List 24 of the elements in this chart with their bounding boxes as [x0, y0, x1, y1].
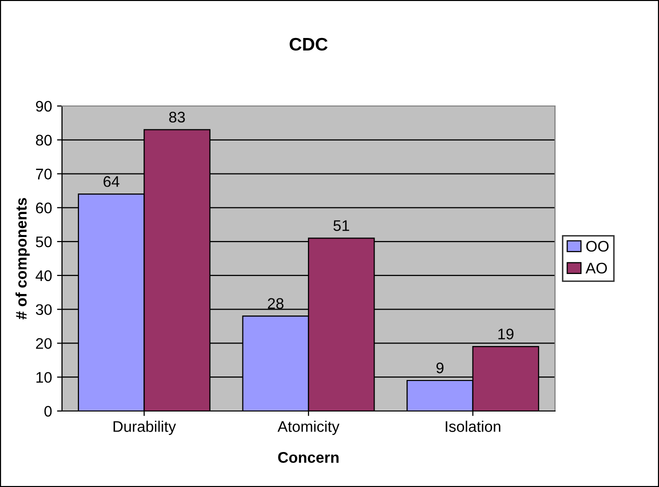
- data-label: 64: [104, 176, 120, 187]
- x-axis-title: Concern: [278, 452, 339, 463]
- data-label: 19: [498, 328, 514, 340]
- data-label: 28: [268, 298, 284, 309]
- y-tick-label: 80: [36, 134, 52, 146]
- y-axis-title: # of components: [15, 198, 30, 320]
- chart-title: CDC: [290, 38, 328, 51]
- y-tick-label: 60: [36, 202, 52, 214]
- data-label: 83: [169, 112, 185, 123]
- y-tick-label: 50: [36, 236, 52, 248]
- y-tick-label: 70: [36, 168, 52, 180]
- y-tick-label: 90: [36, 100, 52, 112]
- y-tick-label: 0: [44, 406, 52, 417]
- y-tick-label: 40: [36, 270, 52, 282]
- y-tick-label: 10: [36, 372, 52, 383]
- x-tick-label: Isolation: [446, 420, 500, 432]
- legend-label: OO: [586, 240, 609, 252]
- x-tick-label: Durability: [114, 420, 176, 435]
- y-tick-label: 30: [36, 304, 52, 316]
- data-label: 9: [436, 362, 444, 374]
- data-label: 51: [333, 220, 350, 231]
- y-tick-label: 20: [36, 338, 52, 349]
- x-tick-label: Atomicity: [278, 420, 340, 435]
- legend-label: AO: [586, 262, 607, 274]
